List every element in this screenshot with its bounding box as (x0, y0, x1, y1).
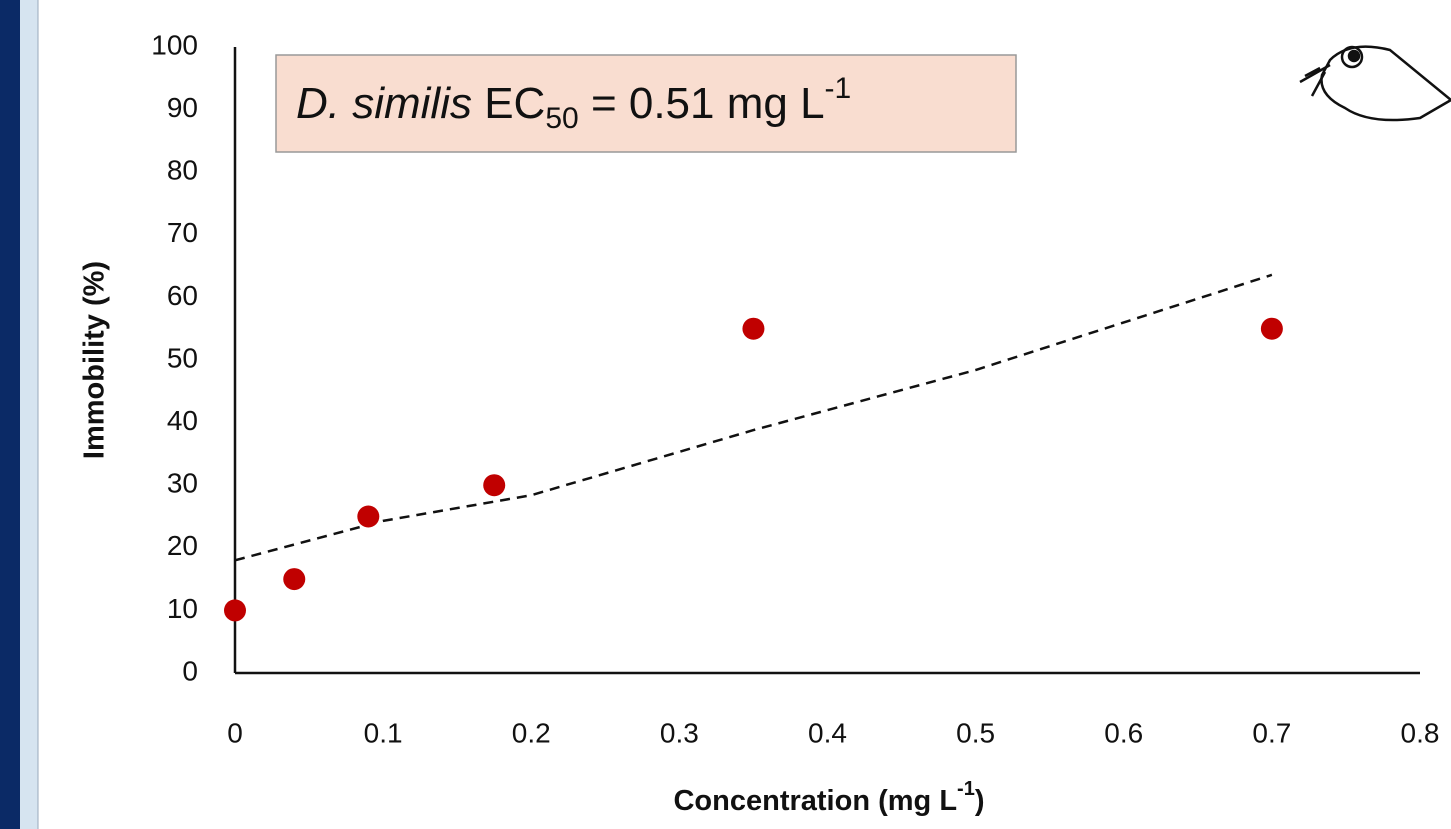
y-tick-label: 10 (167, 593, 198, 624)
x-tick-label: 0.8 (1401, 717, 1440, 748)
x-tick-label: 0.6 (1104, 717, 1143, 748)
x-tick-label: 0 (227, 717, 243, 748)
x-title-part: Concentration (mg L (673, 785, 957, 817)
annotation-part: D. similis (296, 79, 472, 128)
annotation-box (275, 54, 1017, 153)
x-axis-title: Concentration (mg L-1) (673, 778, 984, 816)
x-tick-label: 0.5 (956, 717, 995, 748)
y-tick-label: 0 (182, 655, 198, 686)
y-tick-label: 70 (167, 217, 198, 248)
y-tick-label: 30 (167, 468, 198, 499)
data-point (742, 317, 765, 340)
y-tick-label: 100 (151, 29, 198, 60)
annotation-part: = 0.51 mg L (579, 79, 825, 128)
side-strip (20, 0, 38, 829)
data-point (224, 599, 246, 622)
y-tick-label: 20 (167, 530, 198, 561)
y-axis-title: Immobility (%) (79, 261, 111, 459)
y-tick-label: 60 (167, 280, 198, 311)
data-point (1260, 317, 1283, 340)
data-point (283, 568, 306, 591)
x-tick-label: 0.3 (660, 717, 699, 748)
y-tick-label: 90 (167, 92, 198, 123)
trend-line (234, 273, 1273, 562)
annotation-part: -1 (825, 72, 852, 105)
daphnia-icon (1299, 45, 1451, 122)
data-point (357, 505, 380, 528)
y-tick-label: 40 (167, 405, 198, 436)
annotation-part: EC (472, 79, 545, 128)
data-point (483, 474, 506, 497)
x-tick-label: 0.2 (512, 717, 551, 748)
side-bar (0, 0, 20, 829)
x-tick-label: 0.4 (808, 717, 847, 748)
x-title-part: ) (975, 785, 985, 817)
annotation: D. similis EC50 = 0.51 mg L-1 (296, 72, 851, 135)
y-tick-label: 80 (167, 155, 198, 186)
annotation-part: 50 (545, 102, 578, 135)
x-tick-label: 0.7 (1252, 717, 1291, 748)
x-title-part: -1 (957, 778, 975, 800)
y-tick-label: 50 (167, 342, 198, 373)
x-tick-label: 0.1 (364, 717, 403, 748)
